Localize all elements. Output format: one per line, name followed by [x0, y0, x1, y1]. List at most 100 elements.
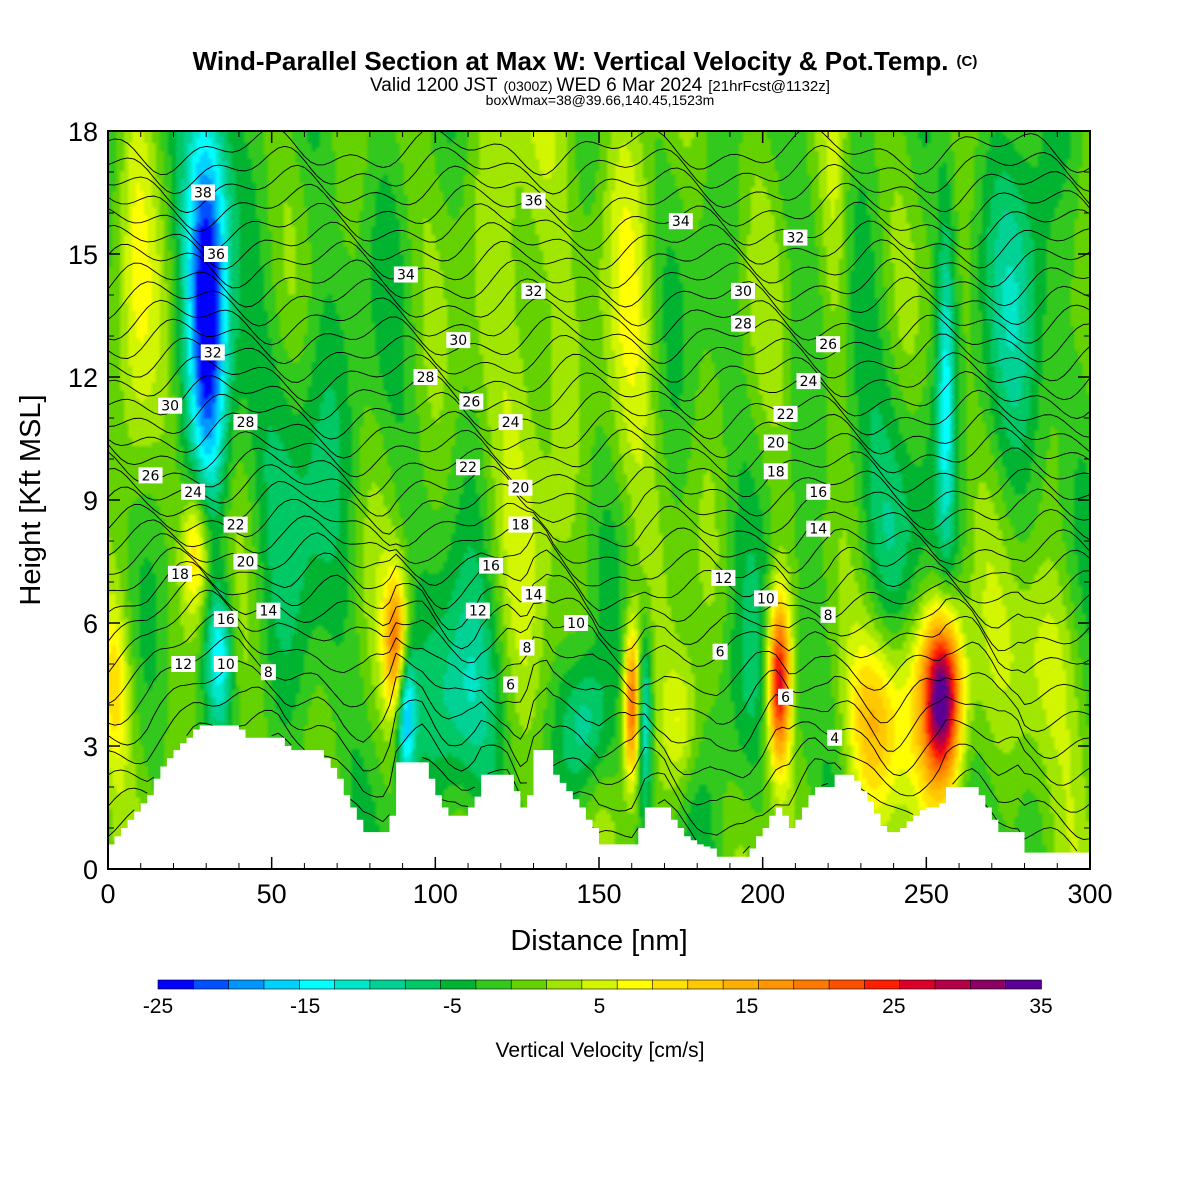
svg-text:38: 38 — [194, 186, 212, 202]
contour-label: 26 — [138, 467, 163, 484]
svg-text:8: 8 — [523, 641, 532, 657]
theta-contour — [108, 782, 1078, 854]
svg-text:28: 28 — [237, 415, 255, 431]
contour-label: 6 — [503, 676, 519, 694]
colorbar-tick-label: -5 — [443, 995, 462, 1018]
contour-label: 8 — [260, 664, 276, 681]
y-tick-label: 18 — [68, 117, 98, 147]
theta-contour — [108, 686, 1090, 786]
x-tick-label: 200 — [740, 879, 785, 909]
theta-contour — [108, 182, 1090, 233]
svg-text:22: 22 — [227, 518, 245, 534]
x-axis-label: Distance [nm] — [510, 925, 687, 957]
svg-text:20: 20 — [767, 436, 785, 452]
contour-label: 36 — [204, 246, 229, 263]
colorbar-swatch — [475, 979, 513, 990]
contour-label: 12 — [171, 656, 196, 673]
colorbar-label: Vertical Velocity [cm/s] — [496, 1039, 705, 1062]
svg-text:6: 6 — [506, 678, 515, 694]
colorbar-swatch — [722, 979, 760, 990]
contour-label: 28 — [413, 369, 438, 386]
svg-text:28: 28 — [417, 370, 435, 386]
contour-label: 30 — [446, 332, 471, 349]
theta-contour — [108, 709, 1090, 813]
svg-text:10: 10 — [217, 657, 235, 673]
colorbar-tick-label: 25 — [882, 995, 905, 1018]
svg-text:36: 36 — [525, 194, 543, 210]
y-tick-label: 0 — [83, 855, 98, 885]
contour-label: 16 — [478, 557, 503, 575]
plot-area: 38 36 32 30 28 26 24 22 20 18 16 14 12 10 8 34 30 28 26 24 2… — [108, 131, 1090, 869]
colorbar-swatch — [440, 979, 477, 990]
contour-label: 4 — [827, 729, 843, 747]
contour-label: 24 — [498, 414, 523, 431]
colorbar-swatch — [934, 979, 972, 990]
svg-text:20: 20 — [512, 481, 530, 497]
contour-label: 8 — [519, 639, 535, 657]
svg-text:18: 18 — [171, 567, 189, 583]
contour-label: 22 — [773, 405, 798, 423]
chart-title: Wind-Parallel Section at Max W: Vertical… — [193, 46, 978, 76]
svg-text:16: 16 — [482, 559, 500, 575]
contour-label: 6 — [712, 643, 728, 661]
svg-text:14: 14 — [809, 522, 827, 538]
colorbar — [157, 979, 1042, 990]
colorbar-swatch — [793, 979, 830, 990]
theta-contour — [108, 498, 1090, 554]
theta-contour — [108, 515, 1090, 574]
contour-label: 34 — [393, 266, 418, 284]
svg-text:24: 24 — [502, 415, 520, 431]
contour-label: 38 — [190, 184, 215, 202]
contour-label: 16 — [213, 610, 238, 628]
x-axis: 0 50 100 150 200 250 300 — [100, 131, 1113, 909]
svg-text:14: 14 — [525, 587, 543, 603]
colorbar-tick-label: 15 — [735, 995, 758, 1018]
contour-label: 24 — [181, 483, 206, 501]
contour-label: 8 — [820, 606, 836, 624]
contour-label: 14 — [806, 520, 831, 538]
y-tick-label: 6 — [83, 609, 98, 639]
svg-text:12: 12 — [714, 571, 732, 587]
theta-contour — [108, 295, 1090, 346]
x-tick-label: 250 — [904, 879, 949, 909]
svg-text:16: 16 — [217, 612, 235, 628]
contour-label: 18 — [763, 463, 788, 480]
svg-text:22: 22 — [777, 407, 795, 423]
contour-label: 32 — [521, 282, 546, 300]
theta-contour — [108, 239, 1090, 289]
colorbar-swatch — [1005, 979, 1042, 990]
theta-contour — [108, 370, 1090, 421]
svg-text:30: 30 — [734, 284, 752, 300]
svg-text:32: 32 — [525, 284, 543, 300]
theta-contour — [108, 589, 1090, 674]
colorbar-swatch — [970, 979, 1007, 990]
contour-label: 28 — [731, 315, 756, 333]
theta-contour — [108, 314, 1090, 365]
theta-contour — [108, 532, 1090, 590]
colorbar-swatch — [404, 979, 442, 990]
theta-contour — [108, 352, 1090, 402]
svg-text:32: 32 — [204, 345, 222, 361]
svg-text:30: 30 — [161, 399, 179, 415]
theta-contour — [108, 408, 1090, 459]
colorbar-tick-label: 5 — [594, 995, 606, 1018]
contour-label: 20 — [508, 479, 533, 497]
contour-label: 26 — [459, 393, 484, 411]
colorbar-swatch — [687, 979, 724, 990]
contour-label: 6 — [778, 688, 794, 706]
contour-label: 20 — [763, 434, 788, 452]
colorbar-swatch — [581, 979, 618, 990]
svg-text:10: 10 — [757, 591, 775, 607]
svg-text:8: 8 — [264, 665, 273, 681]
theta-contour — [108, 220, 1090, 270]
svg-text:30: 30 — [449, 333, 467, 349]
svg-text:34: 34 — [397, 268, 415, 284]
theta-contour — [108, 144, 1090, 195]
svg-text:18: 18 — [512, 518, 530, 534]
theta-contour — [108, 163, 1090, 214]
contour-label: 18 — [508, 516, 533, 534]
theta-contour — [108, 389, 1090, 440]
theta-contour — [108, 560, 1090, 632]
svg-text:32: 32 — [786, 231, 804, 247]
svg-text:6: 6 — [716, 645, 725, 661]
